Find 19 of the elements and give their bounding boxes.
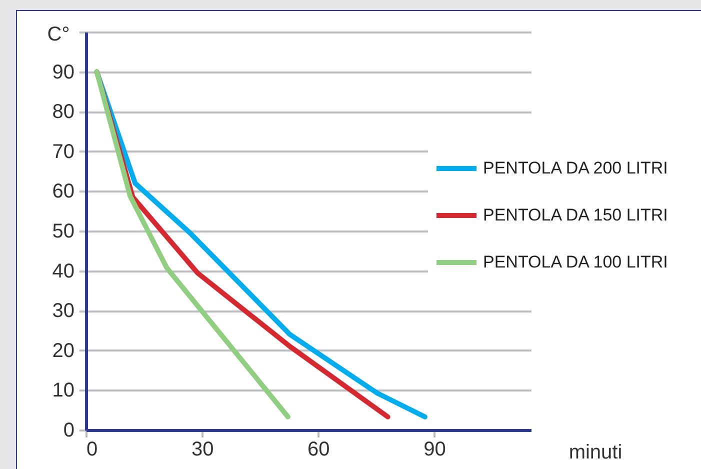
y-tick-label: 30 [52,300,74,322]
y-tick-label: 50 [52,220,74,242]
y-axis-title: C° [47,24,70,46]
x-tick-label: 90 [424,438,446,460]
y-tick-label: 20 [52,340,74,362]
x-tick-label: 30 [191,438,214,460]
x-axis-title: minuti [568,442,622,464]
legend-label: PENTOLA DA 150 LITRI [483,206,668,224]
x-tick-label: 0 [86,438,98,460]
y-tick-label: 70 [52,140,74,163]
legend-label: PENTOLA DA 100 LITRI [483,252,668,272]
y-tick-label: 40 [52,260,74,282]
legend-label: PENTOLA DA 200 LITRI [483,158,668,178]
x-tick-label: 60 [308,438,330,460]
y-tick-label: 10 [52,380,74,402]
y-tick-label: 60 [52,180,74,203]
y-tick-label: 90 [52,61,74,84]
y-tick-label: 0 [63,420,74,442]
y-tick-label: 80 [52,101,74,124]
